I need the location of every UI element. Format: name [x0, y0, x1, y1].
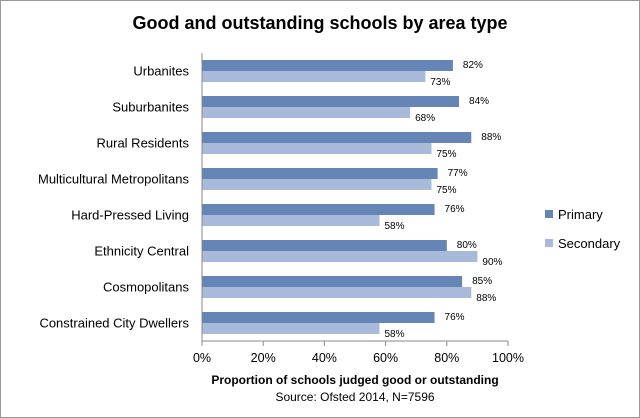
data-label: 76% — [445, 204, 465, 215]
x-tick-label: 20% — [251, 351, 276, 365]
category-label: Multicultural Metropolitans — [38, 172, 190, 187]
data-label: 68% — [415, 113, 435, 124]
category-label: Ethnicity Central — [94, 244, 189, 259]
bar-secondary — [202, 107, 411, 118]
legend-swatch-secondary — [545, 239, 553, 247]
bar-primary — [202, 240, 447, 251]
bar-secondary — [202, 71, 426, 82]
category-label: Cosmopolitans — [103, 280, 189, 295]
chart-title: Good and outstanding schools by area typ… — [132, 13, 508, 33]
bar-secondary — [202, 251, 478, 262]
bar-primary — [202, 312, 435, 323]
category-label: Rural Residents — [97, 136, 190, 151]
category-label: Hard-Pressed Living — [71, 208, 189, 223]
bar-secondary — [202, 323, 380, 334]
bar-secondary — [202, 287, 472, 298]
legend-swatch-primary — [545, 210, 553, 218]
data-label: 88% — [476, 293, 496, 304]
category-label: Suburbanites — [112, 100, 189, 115]
data-label: 88% — [481, 132, 501, 143]
data-label: 75% — [437, 185, 457, 196]
bar-primary — [202, 132, 472, 143]
data-label: 85% — [472, 276, 492, 287]
bar-primary — [202, 276, 463, 287]
x-tick-label: 60% — [373, 351, 398, 365]
bar-secondary — [202, 179, 432, 190]
x-axis-label: Proportion of schools judged good or out… — [211, 373, 498, 387]
data-label: 75% — [437, 149, 457, 160]
bar-primary — [202, 96, 460, 107]
bar-secondary — [202, 143, 432, 154]
bar-primary — [202, 60, 453, 71]
x-tick-label: 40% — [312, 351, 337, 365]
bar-secondary — [202, 215, 380, 226]
data-label: 58% — [384, 329, 404, 340]
category-label: Urbanites — [133, 64, 189, 79]
data-label: 58% — [384, 221, 404, 232]
bar-primary — [202, 204, 435, 215]
data-label: 80% — [457, 240, 477, 251]
data-label: 77% — [448, 168, 468, 179]
category-label: Constrained City Dwellers — [39, 316, 189, 331]
source-note: Source: Ofsted 2014, N=7596 — [275, 390, 434, 404]
legend-label: Secondary — [558, 236, 621, 251]
legend-label: Primary — [558, 207, 603, 222]
x-tick-label: 100% — [492, 351, 524, 365]
x-tick-label: 0% — [193, 351, 211, 365]
data-label: 84% — [469, 96, 489, 107]
data-label: 73% — [430, 77, 450, 88]
data-label: 82% — [463, 60, 483, 71]
x-tick-label: 80% — [434, 351, 459, 365]
bar-primary — [202, 168, 438, 179]
data-label: 90% — [482, 257, 502, 268]
data-label: 76% — [445, 312, 465, 323]
